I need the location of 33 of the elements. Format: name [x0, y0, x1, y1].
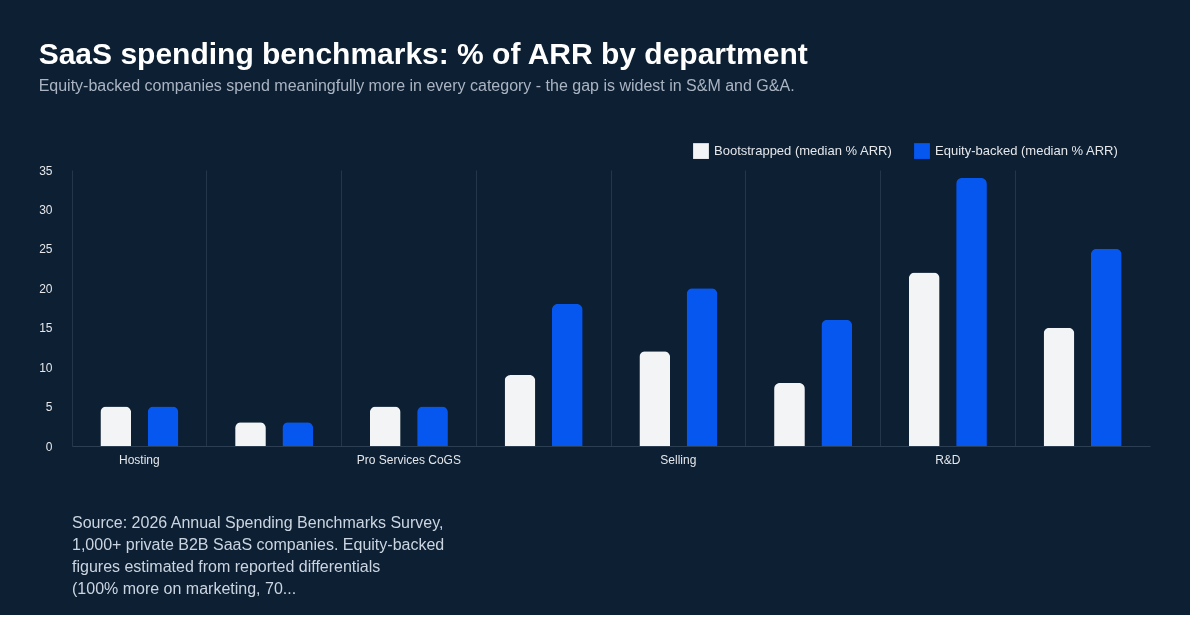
chart-title: SaaS spending benchmarks: % of ARR by department: [38, 37, 808, 70]
y-tick-label: 35: [39, 163, 53, 178]
bar: [908, 272, 940, 446]
bar: [417, 406, 448, 446]
bar: [686, 288, 718, 446]
bar: [1090, 248, 1122, 446]
bar: [282, 422, 314, 446]
chart-subtitle: Equity-backed companies spend meaningfully more in every category - the gap is widest in S&M and G&A.: [38, 77, 795, 94]
bar: [1043, 327, 1075, 446]
legend-label: Bootstrapped (median % ARR): [714, 143, 892, 159]
y-tick-label: 15: [39, 321, 53, 336]
legend-label: Equity-backed (median % ARR): [935, 143, 1118, 159]
bar: [147, 406, 179, 446]
bar: [956, 177, 987, 446]
y-tick-label: 30: [39, 202, 53, 217]
x-tick-label: Pro Services CoGS: [356, 452, 461, 467]
bar: [551, 304, 583, 446]
source-note: Source: 2026 Annual Spending Benchmarks Survey, 1,000+ private B2B SaaS companies. Equity-backed figures estimated from reported differentials (100% more on marketing, 70...: [72, 514, 445, 597]
x-tick-label: Selling: [660, 452, 697, 467]
y-tick-label: 5: [45, 400, 53, 415]
bar: [639, 351, 671, 446]
bar: [774, 382, 805, 446]
bar: [504, 375, 536, 446]
y-tick-label: 10: [39, 360, 53, 375]
x-tick-label: R&D: [935, 452, 961, 467]
y-tick-label: 25: [39, 242, 53, 257]
bar: [369, 406, 401, 446]
bar: [821, 319, 853, 446]
bar: [100, 406, 132, 446]
bar: [235, 422, 266, 446]
x-tick-label: Hosting: [119, 452, 160, 467]
y-tick-label: 20: [39, 281, 53, 296]
y-tick-label: 0: [45, 439, 53, 454]
